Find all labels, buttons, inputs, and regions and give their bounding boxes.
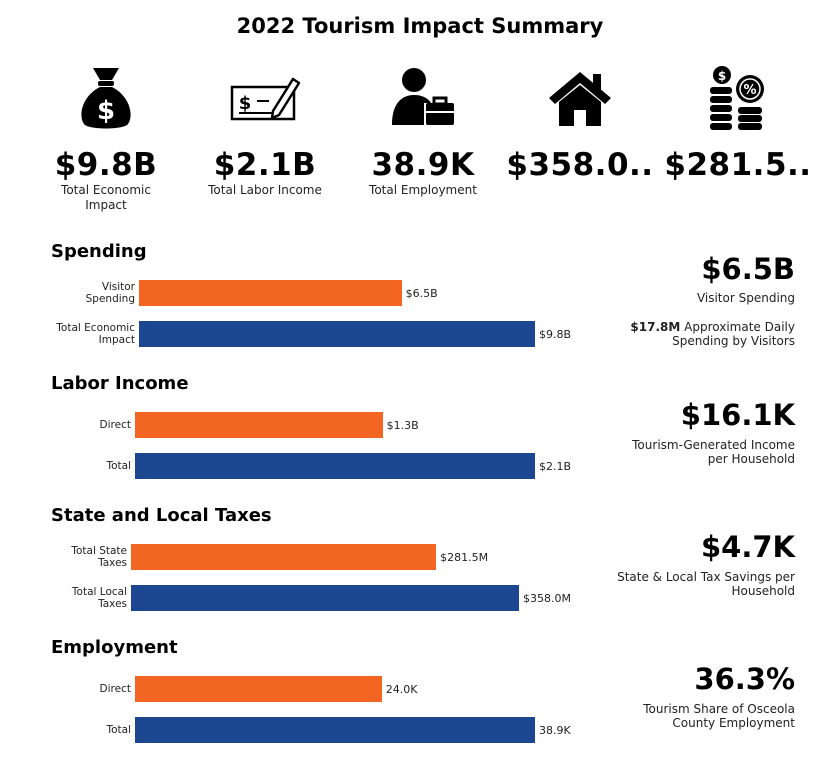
kpi-value: $358.0.. (506, 147, 654, 183)
svg-text:$: $ (718, 69, 726, 83)
bar-labor-direct (135, 412, 383, 438)
kpi-label: Total Employment (369, 183, 477, 197)
bar-value-label: 38.9K (539, 724, 571, 737)
category-label: Total (106, 724, 131, 736)
summary-note-value: $17.8M (630, 320, 681, 334)
bar-local-taxes (131, 585, 519, 611)
category-label: Visitor Spending (85, 281, 135, 305)
category-label: Total Local Taxes (71, 586, 127, 610)
summary-value: 36.3% (694, 662, 795, 696)
summary-note-text: Approximate Daily Spending by Visitors (672, 320, 795, 348)
svg-text:%: % (743, 83, 756, 98)
summary-label: Visitor Spending (696, 291, 795, 305)
bar-value-label: 24.0K (385, 683, 418, 696)
summary-value: $16.1K (680, 398, 795, 432)
check-pen-icon: $ (190, 60, 340, 136)
kpi-total-employment: 38.9K Total Employment (348, 60, 498, 198)
section-title-labor-income: Labor Income (51, 373, 189, 394)
kpi-local-taxes: $358.0.. (505, 60, 655, 183)
bar-value-label: $6.5B (405, 287, 438, 300)
summary-label: Tourism-Generated Income per Household (632, 438, 795, 466)
bar-state-taxes (131, 544, 437, 570)
house-icon (505, 60, 655, 136)
kpi-total-labor-income: $ $2.1B Total Labor Income (190, 60, 340, 198)
section-title-employment: Employment (51, 637, 178, 658)
summary-label: State & Local Tax Savings per Household (617, 570, 795, 598)
category-label: Total (106, 460, 131, 472)
section-title-spending: Spending (51, 241, 147, 262)
page-title: 2022 Tourism Impact Summary (236, 14, 604, 38)
bar-employment-total (135, 717, 535, 743)
section-title-taxes: State and Local Taxes (51, 505, 272, 526)
bar-value-label: $9.8B (539, 328, 572, 341)
kpi-label: Total Economic Impact (61, 183, 151, 212)
worker-briefcase-icon (348, 60, 498, 136)
coins-percent-icon: $ % (663, 60, 813, 136)
kpi-value: $281.5.. (664, 147, 812, 183)
bar-total-economic-impact (139, 321, 535, 347)
kpi-total-economic-impact: $ $9.8B Total Economic Impact (31, 60, 181, 213)
bar-value-label: $358.0M (523, 592, 571, 605)
bar-labor-total (135, 453, 535, 479)
kpi-value: $2.1B (213, 147, 317, 183)
bar-value-label: $281.5M (440, 551, 489, 564)
kpi-value: 38.9K (371, 147, 475, 183)
category-label: Total State Taxes (71, 545, 127, 569)
category-label: Direct (99, 683, 131, 695)
category-label: Direct (99, 419, 131, 431)
bar-value-label: $2.1B (539, 460, 572, 473)
summary-label: Tourism Share of Osceola County Employme… (643, 702, 795, 730)
money-bag-icon: $ (31, 60, 181, 136)
kpi-value: $9.8B (54, 147, 158, 183)
bar-employment-direct (135, 676, 382, 702)
bar-visitor-spending (139, 280, 402, 306)
svg-text:$: $ (239, 93, 252, 114)
svg-text:$: $ (97, 96, 115, 126)
summary-value: $6.5B (701, 252, 795, 286)
kpi-label: Total Labor Income (208, 183, 322, 197)
bar-value-label: $1.3B (386, 419, 419, 432)
summary-note: $17.8M Approximate Daily Spending by Vis… (575, 320, 795, 348)
kpi-state-taxes: $ % $281.5.. (663, 60, 813, 183)
summary-value: $4.7K (700, 530, 795, 564)
category-label: Total Economic Impact (56, 322, 135, 346)
